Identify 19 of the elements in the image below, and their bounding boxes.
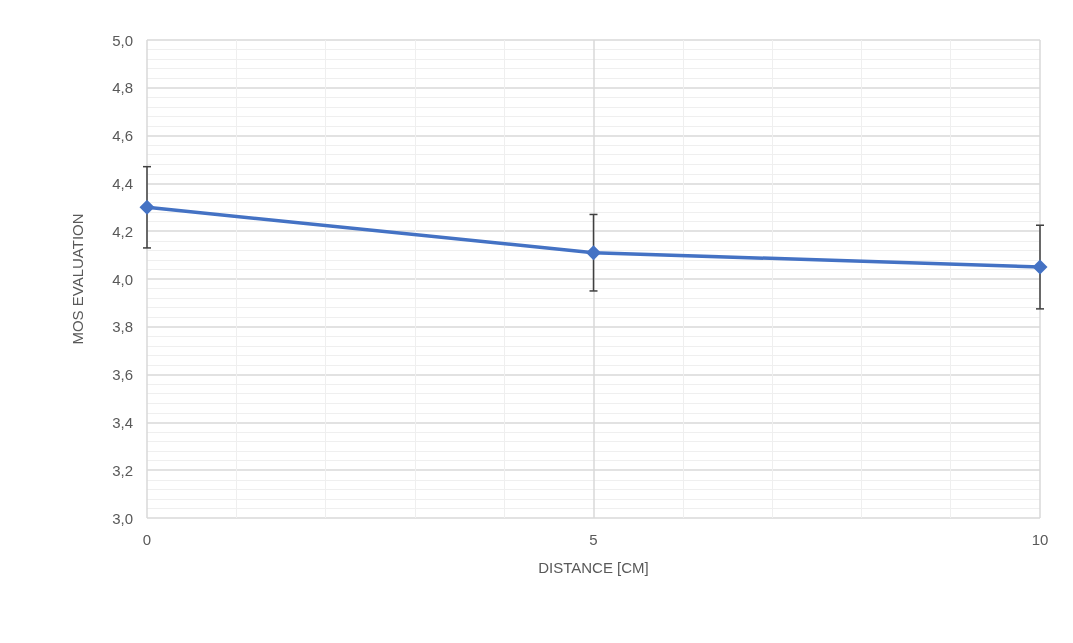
x-tick-label: 5 — [589, 531, 598, 548]
x-tick-label: 0 — [142, 531, 152, 548]
point — [139, 199, 155, 215]
y-axis-title: MOS EVALUATION — [69, 213, 86, 345]
y-tick-label: 3,8 — [112, 318, 133, 336]
y-tick-label: 4,8 — [112, 79, 133, 97]
y-tick-label: 3,4 — [112, 413, 133, 431]
x-tick-label: 10 — [1031, 531, 1049, 548]
y-tick-label: 4,6 — [112, 127, 133, 145]
y-tick-label: 3,6 — [112, 366, 133, 384]
point — [1032, 259, 1048, 275]
y-tick-label: 4,0 — [112, 270, 133, 288]
y-tick-label: 4,4 — [112, 174, 133, 192]
y-tick-label: 3,2 — [112, 461, 133, 479]
x-axis-title: DISTANCE [CM] — [538, 559, 649, 576]
y-tick-label: 4,2 — [112, 222, 133, 240]
y-tick-label: 5,0 — [112, 31, 133, 49]
y-tick-label: 3,0 — [112, 509, 133, 527]
point — [586, 245, 601, 261]
